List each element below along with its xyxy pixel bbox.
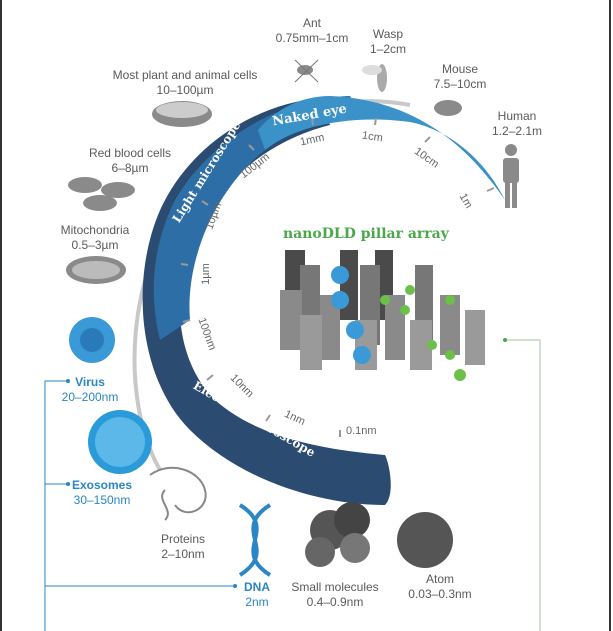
right-connector-line [505,339,541,631]
label-atom: Atom 0.03–0.3nm [408,572,472,601]
label-dna: DNA 2nm [244,580,270,609]
ant-icon [294,59,319,83]
naked-eye-band [258,96,505,200]
scale-tick-marks [180,117,495,437]
virus-icon [69,317,115,363]
organism-icons [66,59,519,284]
cell-icon [152,101,212,127]
label-human: Human 1.2–2.1m [491,109,543,138]
pillar-array-title: nanoDLD pillar array [283,226,449,242]
protein-icon [149,466,207,521]
human-icon [503,144,519,208]
pillar-array-graphic [280,250,485,381]
label-small-molecules: Small molecules 0.4–0.9nm [291,580,379,609]
exosome-icon [88,410,152,474]
label-proteins: Proteins 2–10nm [160,532,206,561]
wasp-icon [362,64,387,92]
tick-1um: 1µm [199,263,212,285]
label-cells: Most plant and animal cells 10–100µm [112,68,258,97]
small-molecules-icon [305,502,370,567]
label-mitochondria: Mitochondria 0.5–3µm [60,223,130,252]
dna-icon [238,503,272,577]
label-wasp: Wasp 1–2cm [369,27,407,56]
label-red-blood-cells: Red blood cells 6–8µm [88,146,172,175]
tick-0-1nm: 0.1nm [346,425,377,437]
left-connector-lines [44,380,235,631]
label-virus: Virus 20–200nm [61,375,119,404]
label-ant: Ant 0.75mm–1cm [275,16,349,45]
mitochondria-icon [66,256,126,284]
mouse-icon [434,100,462,116]
light-microscope-band [153,96,360,340]
red-blood-cells-icon [68,177,135,211]
label-mouse: Mouse 7.5–10cm [433,62,487,91]
atom-icon [397,512,453,568]
label-exosomes: Exosomes 30–150nm [71,478,133,507]
